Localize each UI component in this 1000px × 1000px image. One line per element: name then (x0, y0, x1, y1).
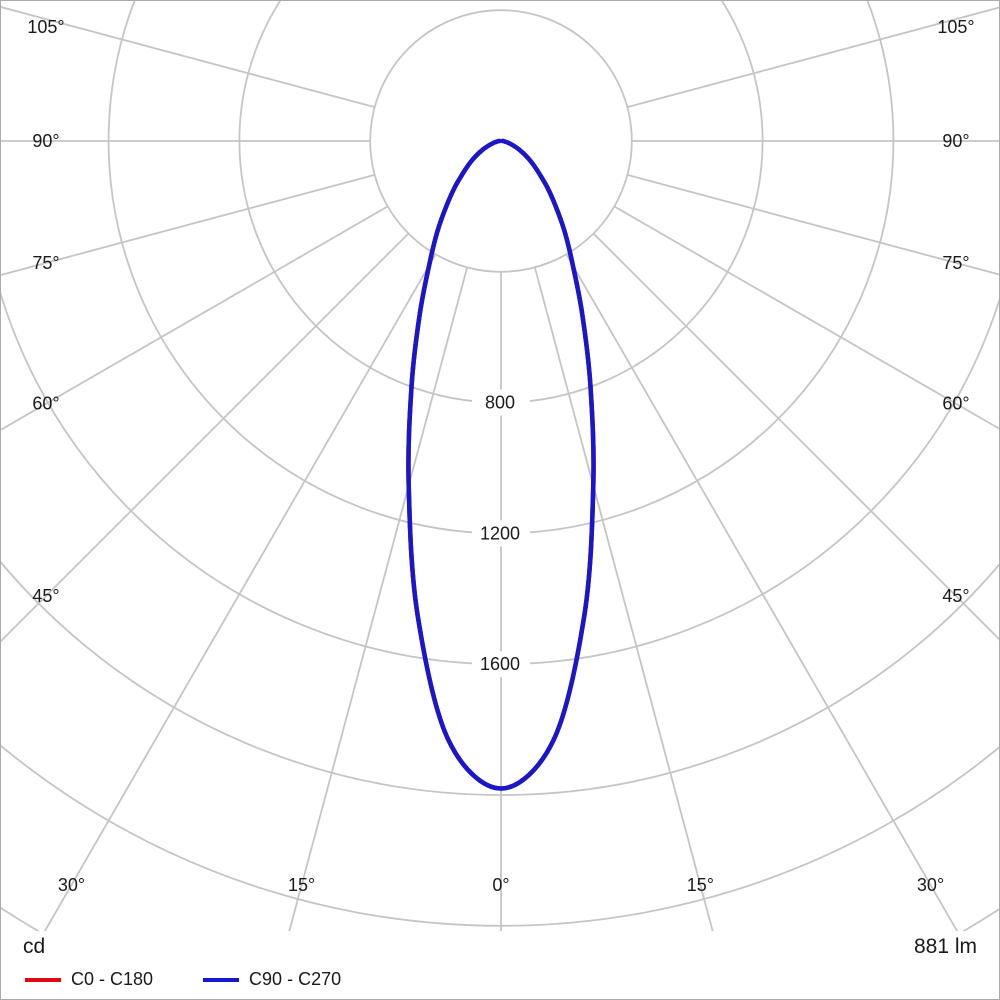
footer: cd 881 lm C0 - C180 C90 - C270 (1, 931, 999, 999)
svg-text:90°: 90° (32, 131, 59, 151)
legend-item-c90-c270: C90 - C270 (203, 969, 341, 990)
svg-text:60°: 60° (942, 394, 969, 414)
svg-text:1200: 1200 (480, 523, 520, 543)
svg-text:75°: 75° (32, 253, 59, 273)
legend-swatch-c0-c180 (25, 977, 61, 982)
legend-item-c0-c180: C0 - C180 (25, 969, 153, 990)
svg-text:105°: 105° (937, 17, 974, 37)
svg-text:15°: 15° (288, 875, 315, 895)
svg-text:45°: 45° (942, 586, 969, 606)
luminous-flux-label: 881 lm (913, 935, 977, 958)
svg-text:1600: 1600 (480, 654, 520, 674)
svg-text:75°: 75° (942, 253, 969, 273)
polar-plot-area: 0° 15° 15° 30° 30° 45° 45° 60° 60° 75° 75° 90° 90° 10… (1, 1, 999, 931)
svg-text:0°: 0° (492, 875, 509, 895)
svg-text:30°: 30° (58, 875, 85, 895)
legend-label-c90-c270: C90 - C270 (249, 969, 342, 989)
legend: C0 - C180 C90 - C270 (25, 969, 341, 990)
svg-text:90°: 90° (942, 131, 969, 151)
legend-swatch-c90-c270 (203, 977, 240, 982)
svg-text:30°: 30° (917, 875, 944, 895)
svg-text:45°: 45° (32, 586, 59, 606)
svg-text:15°: 15° (687, 875, 714, 895)
svg-text:800: 800 (485, 393, 515, 413)
svg-text:60°: 60° (32, 394, 59, 414)
units-label: cd (23, 935, 46, 958)
polar-chart: 0° 15° 15° 30° 30° 45° 45° 60° 60° 75° 75° 90° 90° 10… (1, 1, 999, 931)
svg-text:105°: 105° (27, 17, 64, 37)
legend-label-c0-c180: C0 - C180 (71, 969, 154, 989)
